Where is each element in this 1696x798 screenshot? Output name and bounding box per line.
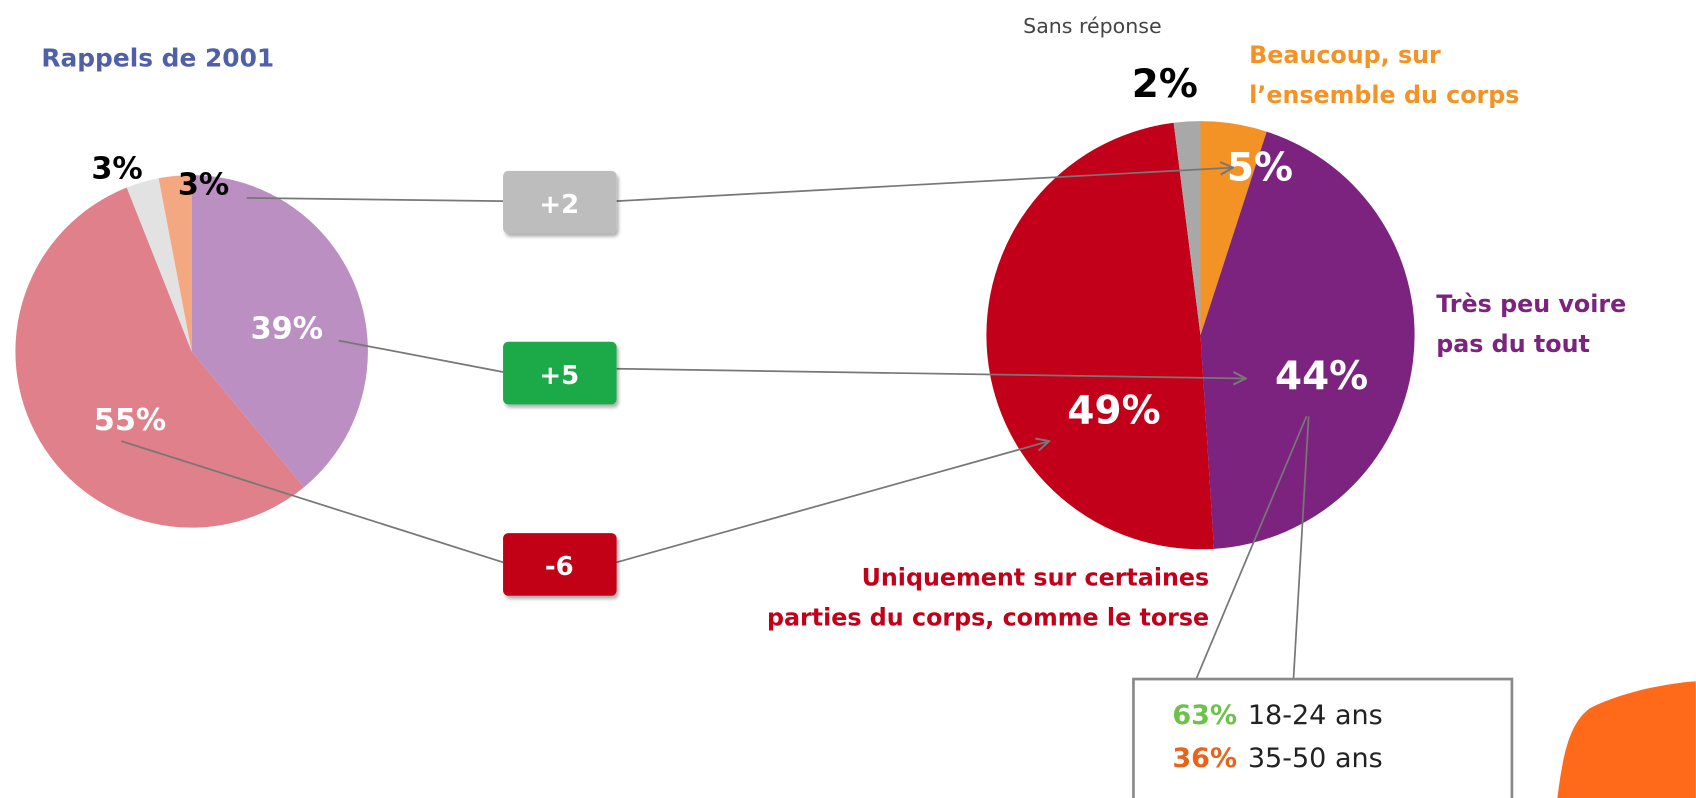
value-label: 55% — [94, 403, 166, 438]
value-label: 5% — [1227, 145, 1293, 190]
connector — [1195, 415, 1308, 680]
chart-title: Rappels de 2001 — [41, 43, 274, 72]
value-label: 44% — [1275, 354, 1368, 399]
breakdown-value: 36% — [1172, 743, 1237, 774]
pies: 39% 55% 3% 3% 5% 44% 49% 2% Beaucoup, sur l’ensem… — [15, 14, 1626, 631]
delta-box — [503, 341, 617, 405]
category-label: Uniquement sur certaines parties du corps… — [767, 563, 1209, 631]
value-label: 2% — [1132, 62, 1198, 107]
connector — [246, 197, 504, 202]
category-label: Sans réponse — [1023, 14, 1161, 38]
connector — [121, 440, 504, 564]
pie-slice — [986, 122, 1214, 550]
connector — [616, 168, 1233, 202]
connector — [616, 367, 1246, 379]
breakdown-box — [1132, 677, 1514, 798]
pie-slice — [15, 187, 304, 528]
delta-box — [503, 170, 617, 234]
delta-label: -6 — [545, 552, 574, 582]
breakdown-value: 63% — [1172, 699, 1237, 730]
breakdown-row: 63% 18-24 ans — [1172, 699, 1382, 730]
delta-boxes — [503, 170, 617, 596]
value-label: 39% — [251, 311, 323, 346]
delta-box — [503, 533, 617, 596]
category-label: Très peu voire pas du tout — [1436, 289, 1626, 357]
person-figure — [1557, 681, 1696, 798]
delta-label: +5 — [539, 361, 579, 391]
pie-slice — [1173, 121, 1201, 336]
pie-slice — [191, 175, 368, 488]
pie-slice — [126, 178, 192, 352]
pie-slice — [1200, 121, 1267, 336]
category-label: Beaucoup, sur l’ensemble du corps — [1249, 41, 1519, 109]
pie-slice — [1200, 131, 1415, 549]
delta-label: +2 — [539, 190, 579, 220]
connector — [338, 339, 504, 373]
value-label: 3% — [178, 167, 229, 202]
breakdown-row: 36% 35-50 ans — [1172, 743, 1382, 774]
pie-slice — [158, 175, 192, 352]
value-label: 3% — [91, 151, 142, 186]
connectors — [121, 168, 1310, 680]
breakdown-group: 35-50 ans — [1248, 743, 1383, 774]
connector — [1292, 416, 1310, 680]
value-label: 49% — [1067, 389, 1160, 434]
connector — [616, 441, 1050, 564]
breakdown-group: 18-24 ans — [1248, 699, 1383, 730]
